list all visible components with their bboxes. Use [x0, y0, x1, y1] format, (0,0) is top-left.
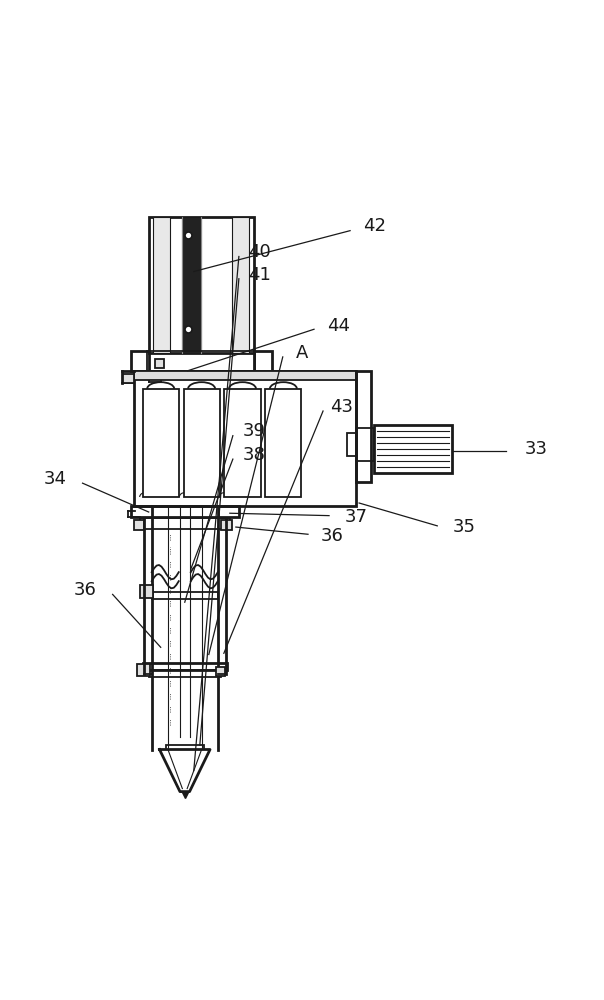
Text: 39: 39	[242, 422, 265, 440]
Text: 37: 37	[345, 508, 368, 526]
Text: 36: 36	[74, 581, 97, 599]
Bar	[216, 667, 225, 676]
Text: 36: 36	[321, 527, 344, 545]
Bar	[356, 371, 371, 482]
Text: 34: 34	[44, 470, 67, 488]
Bar	[140, 518, 230, 529]
Text: 44: 44	[327, 317, 350, 335]
Bar	[155, 359, 164, 368]
Bar	[152, 592, 218, 599]
Text: 38: 38	[242, 446, 265, 464]
Text: 40: 40	[248, 243, 271, 261]
Bar	[356, 428, 374, 461]
Bar	[254, 351, 272, 371]
Bar	[233, 217, 249, 353]
Polygon shape	[159, 750, 210, 792]
Bar	[221, 520, 232, 530]
Bar	[123, 374, 133, 383]
Bar	[149, 217, 254, 353]
Bar	[182, 217, 201, 353]
Bar	[137, 664, 150, 676]
Bar	[347, 433, 357, 456]
Bar	[130, 351, 149, 371]
Bar	[225, 389, 260, 497]
Bar	[265, 389, 301, 497]
Bar	[153, 217, 170, 353]
Text: A: A	[296, 344, 308, 362]
Bar	[143, 663, 227, 670]
Text: 33: 33	[525, 440, 548, 458]
Bar	[130, 506, 239, 517]
Bar	[133, 520, 144, 530]
Text: 43: 43	[330, 398, 353, 416]
Bar	[184, 389, 220, 497]
Bar	[140, 585, 153, 598]
Bar	[149, 670, 221, 677]
Text: 41: 41	[248, 266, 271, 284]
Text: 35: 35	[453, 518, 476, 536]
Text: 42: 42	[362, 217, 385, 235]
Bar	[374, 425, 452, 473]
Bar	[147, 351, 255, 371]
Bar	[165, 745, 204, 750]
Bar	[143, 389, 179, 497]
Bar	[133, 371, 356, 506]
Bar	[133, 371, 356, 380]
